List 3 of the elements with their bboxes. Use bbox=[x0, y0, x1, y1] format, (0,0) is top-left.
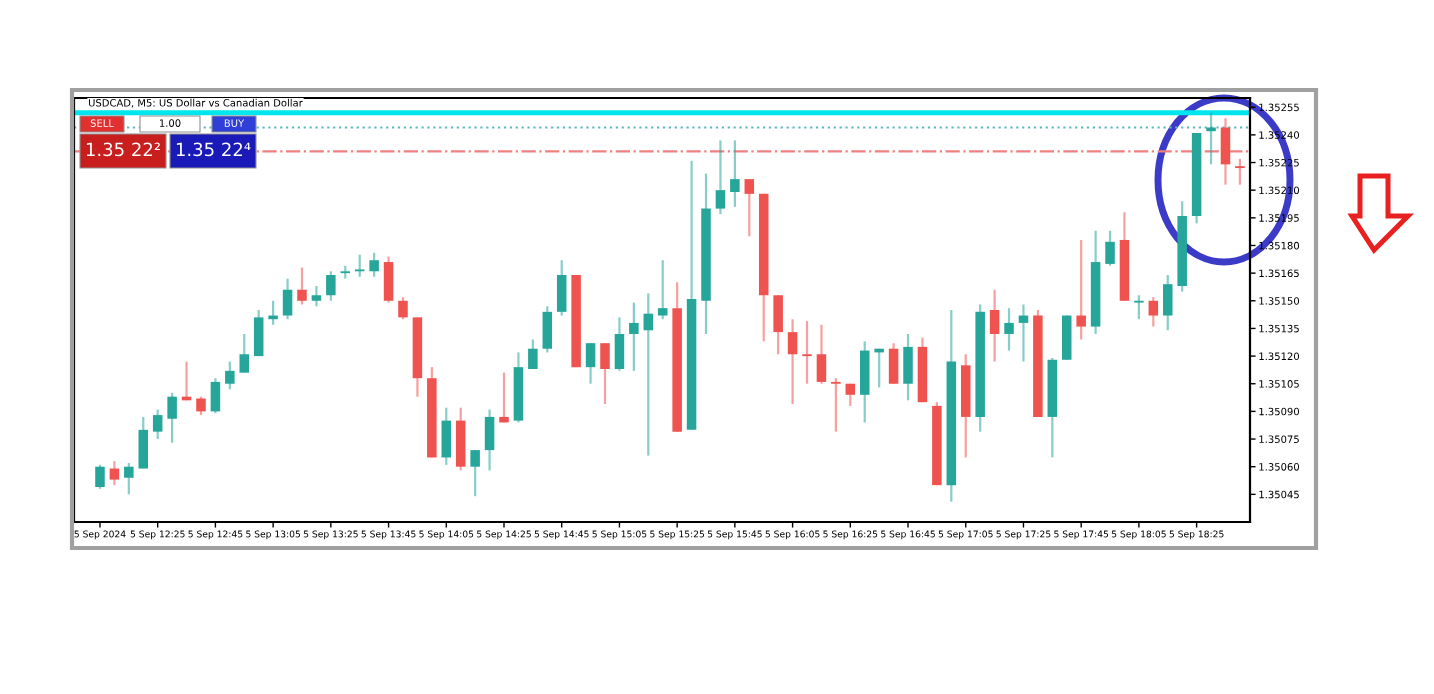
annotation: 1.35 22² bbox=[86, 142, 160, 157]
annotation: 1.35 22⁴ bbox=[176, 142, 251, 157]
candlestick bbox=[1061, 314, 1072, 361]
